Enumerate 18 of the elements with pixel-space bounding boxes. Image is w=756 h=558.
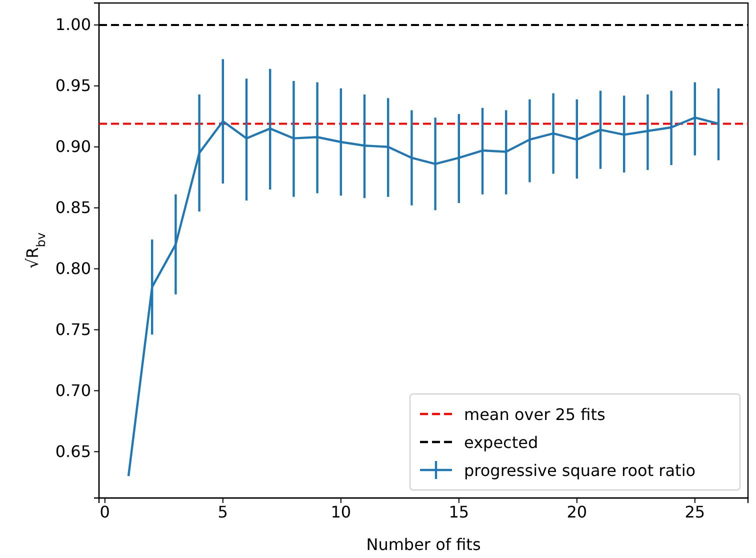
x-axis-title: Number of fits <box>366 535 481 554</box>
y-tick-label: 0.70 <box>55 380 91 400</box>
x-tick-label: 5 <box>218 502 228 522</box>
y-tick-label: 0.75 <box>55 320 91 339</box>
x-tick-label: 20 <box>566 502 588 522</box>
x-tick-label: 0 <box>100 502 110 522</box>
y-tick-label: 0.95 <box>55 76 91 96</box>
y-tick-label: 0.90 <box>55 136 91 156</box>
legend-label: progressive square root ratio <box>464 461 696 480</box>
legend-label: mean over 25 fits <box>464 405 606 424</box>
y-tick-label: 1.00 <box>55 15 91 34</box>
y-tick-label: 0.85 <box>55 198 91 217</box>
x-tick-label: 25 <box>684 502 706 522</box>
x-tick-label: 10 <box>330 502 352 522</box>
legend-label: expected <box>464 433 538 452</box>
y-tick-label: 0.65 <box>55 442 91 461</box>
x-tick-label: 15 <box>448 502 470 522</box>
y-tick-label: 0.80 <box>55 258 91 278</box>
